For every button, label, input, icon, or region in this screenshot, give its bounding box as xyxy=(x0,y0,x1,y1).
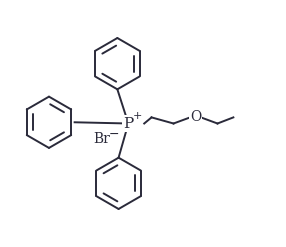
Text: +: + xyxy=(133,111,142,121)
Text: Br: Br xyxy=(93,132,110,146)
Text: P: P xyxy=(123,117,134,130)
Text: −: − xyxy=(109,128,120,141)
Text: O: O xyxy=(190,110,201,124)
